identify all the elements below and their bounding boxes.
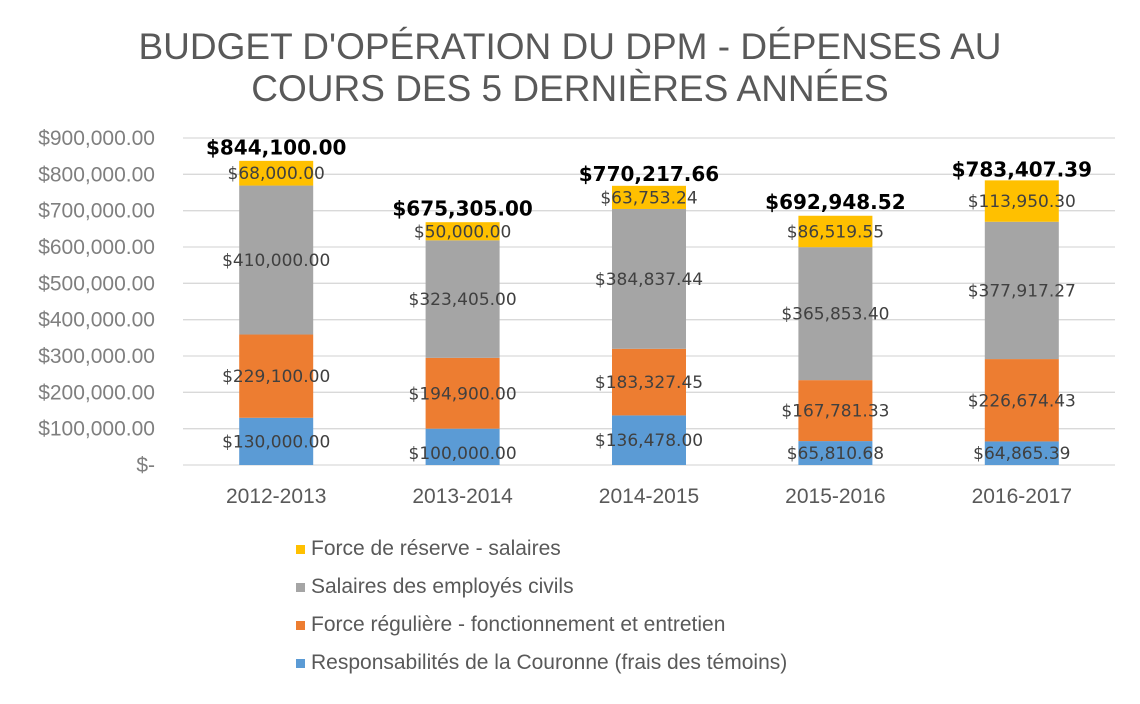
legend-item: Force régulière - fonctionnement et entr…: [296, 606, 787, 644]
chart-title-line-2: COURS DES 5 DERNIÈRES ANNÉES: [251, 68, 889, 109]
legend-swatch: [296, 544, 305, 554]
y-tick-label: $400,000.00: [38, 309, 155, 332]
segment-value-label: $167,781.33: [781, 402, 889, 422]
segment-value-label: $377,917.27: [968, 281, 1076, 301]
bar-segment: [984, 221, 1059, 360]
legend-label: Salaires des employés civils: [311, 575, 574, 598]
bar-segment: [612, 208, 686, 349]
x-tick-label: 2012-2013: [226, 485, 326, 508]
chart-title-line-1: BUDGET D'OPÉRATION DU DPM - DÉPENSES AU: [138, 26, 1002, 67]
segment-value-label: $410,000.00: [222, 251, 330, 271]
legend-item: Responsabilités de la Couronne (frais de…: [296, 644, 787, 682]
y-tick-label: $900,000.00: [38, 127, 155, 150]
legend-item: Salaires des employés civils: [296, 568, 787, 606]
y-tick-label: $500,000.00: [38, 272, 155, 295]
bar-segment: [239, 160, 314, 186]
x-tick-label: 2013-2014: [412, 485, 513, 508]
segment-value-label: $63,753.24: [600, 188, 697, 208]
total-value-label: $783,407.39: [952, 157, 1092, 181]
total-value-label: $844,100.00: [206, 135, 346, 159]
segment-value-label: $113,950.30: [968, 192, 1076, 212]
bar-segment: [239, 185, 314, 335]
bar-segment: [239, 334, 314, 418]
bar-segment: [612, 415, 686, 465]
bar-segment: [612, 348, 686, 416]
y-tick-label: $200,000.00: [38, 381, 155, 404]
legend-swatch: [296, 620, 305, 630]
bar-segment: [612, 185, 686, 209]
legend-label: Force régulière - fonctionnement et entr…: [311, 613, 726, 636]
total-value-label: $692,948.52: [765, 190, 905, 214]
legend-item: Force de réserve - salaires: [296, 530, 787, 568]
segment-value-label: $183,327.45: [595, 373, 703, 393]
bar-segment: [798, 441, 873, 465]
data-labels: $130,000.00 $229,100.00 $410,000.00 $68,000…: [206, 135, 1092, 464]
segment-value-label: $64,865.39: [973, 444, 1070, 464]
segment-value-label: $226,674.43: [968, 391, 1076, 411]
legend: Force de réserve - salaires Salaires des …: [296, 530, 787, 682]
x-axis: 2012-2013 2013-2014 2014-2015 2015-2016 2016…: [226, 485, 1072, 508]
bar-segment: [798, 380, 873, 442]
bar-segment: [798, 215, 873, 248]
bar-segment: [984, 441, 1059, 465]
segment-value-label: $136,478.00: [595, 431, 703, 451]
segment-value-label: $100,000.00: [409, 444, 517, 464]
bar-segment: [239, 417, 314, 465]
bar-segment: [425, 428, 500, 465]
legend-label: Responsabilités de la Couronne (frais de…: [311, 651, 788, 674]
y-axis: $- $100,000.00 $200,000.00 $300,000.00 $400,…: [38, 127, 155, 477]
chart-title: BUDGET D'OPÉRATION DU DPM - DÉPENSES AU …: [0, 26, 1140, 110]
y-tick-label: $600,000.00: [38, 236, 155, 259]
legend-swatch: [296, 582, 305, 592]
segment-value-label: $130,000.00: [222, 432, 330, 452]
segment-value-label: $68,000.00: [228, 164, 325, 184]
segment-value-label: $229,100.00: [222, 367, 330, 387]
y-tick-label: $-: [136, 454, 155, 477]
bar-segment: [984, 359, 1059, 442]
bar-segment: [425, 240, 500, 358]
legend-swatch: [296, 658, 305, 668]
y-tick-label: $100,000.00: [38, 418, 155, 441]
bar-segment: [984, 180, 1059, 222]
total-value-label: $770,217.66: [579, 162, 719, 186]
total-value-label: $675,305.00: [392, 197, 532, 221]
y-tick-label: $800,000.00: [38, 163, 155, 186]
segment-value-label: $365,853.40: [781, 305, 889, 325]
segment-value-label: $194,900.00: [409, 384, 517, 404]
segment-value-label: $50,000.00: [414, 222, 511, 242]
segment-value-label: $86,519.55: [787, 222, 884, 242]
x-tick-label: 2015-2016: [785, 485, 885, 508]
bar-segment: [425, 222, 500, 241]
x-tick-label: 2016-2017: [972, 485, 1072, 508]
bar-segment: [798, 247, 873, 381]
y-tick-label: $300,000.00: [38, 345, 155, 368]
segment-value-label: $384,837.44: [595, 270, 703, 290]
segment-value-label: $65,810.68: [787, 444, 884, 464]
segment-value-label: $323,405.00: [409, 290, 517, 310]
x-tick-label: 2014-2015: [599, 485, 699, 508]
bars: [239, 160, 1059, 465]
bar-segment: [425, 357, 500, 429]
legend-label: Force de réserve - salaires: [311, 537, 561, 560]
y-tick-label: $700,000.00: [38, 200, 155, 223]
